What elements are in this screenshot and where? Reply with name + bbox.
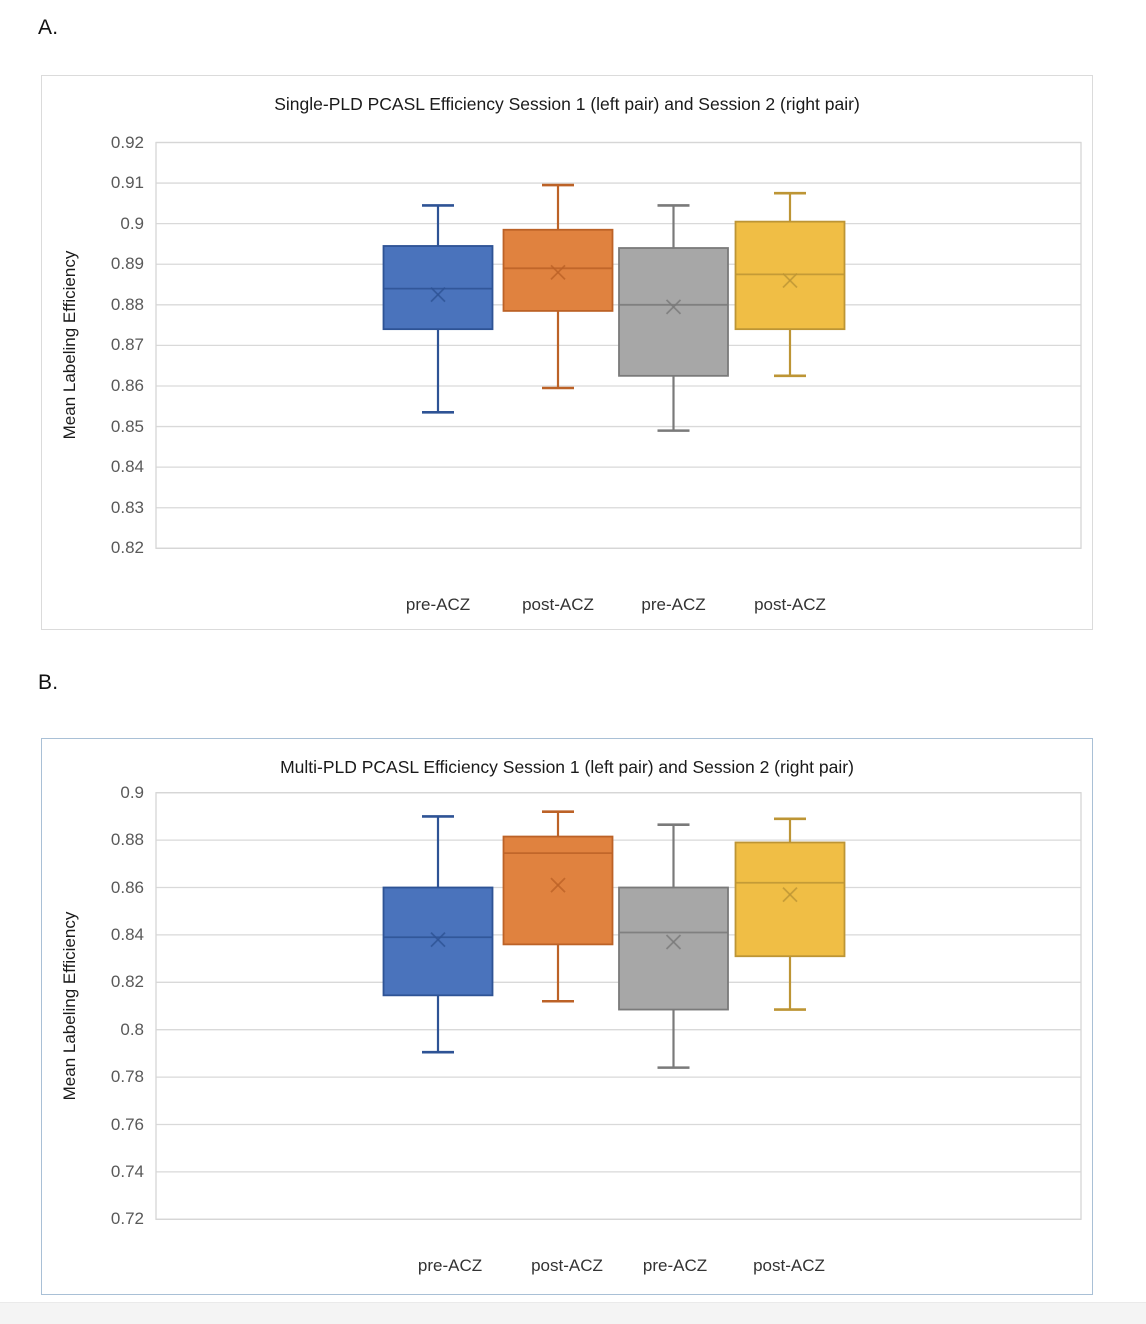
mean-marker xyxy=(430,287,446,303)
y-tick-label: 0.89 xyxy=(110,254,144,274)
box-gray xyxy=(618,886,729,1011)
panel-label-a: A. xyxy=(38,16,59,39)
y-tick-label: 0.78 xyxy=(110,1067,144,1087)
box-blue xyxy=(382,886,494,997)
x-category-label: pre-ACZ xyxy=(405,595,471,614)
plot-area-border xyxy=(155,792,1082,1220)
chart-panel-b: Multi-PLD PCASL Efficiency Session 1 (le… xyxy=(41,738,1093,1295)
box-plot-b xyxy=(155,792,1082,1220)
box-plot-a xyxy=(155,141,1082,549)
y-tick-label: 0.72 xyxy=(110,1209,144,1229)
y-tick-label: 0.87 xyxy=(110,335,144,355)
y-tick-label: 0.9 xyxy=(120,782,144,802)
mean-marker xyxy=(665,934,682,950)
chart-panel-a: Single-PLD PCASL Efficiency Session 1 (l… xyxy=(41,75,1093,630)
y-tick-label: 0.88 xyxy=(110,830,144,850)
box-blue xyxy=(382,245,494,331)
x-category-label: pre-ACZ xyxy=(417,1256,483,1275)
y-tick-label: 0.82 xyxy=(110,538,144,558)
x-category-label: post-ACZ xyxy=(753,1256,825,1275)
mean-marker xyxy=(550,877,566,893)
mean-marker xyxy=(782,886,798,903)
panel-label-b: B. xyxy=(38,671,59,694)
mean-marker xyxy=(550,264,566,280)
mean-marker xyxy=(782,272,798,289)
y-tick-label: 0.74 xyxy=(110,1161,144,1181)
box-yellow xyxy=(734,841,846,958)
y-tick-label: 0.86 xyxy=(110,375,144,395)
y-tick-label: 0.83 xyxy=(110,497,144,517)
y-tick-label: 0.9 xyxy=(120,213,144,233)
mean-marker xyxy=(665,299,682,315)
box-orange xyxy=(502,228,614,312)
y-tick-label: 0.82 xyxy=(110,972,144,992)
y-tick-label: 0.92 xyxy=(110,132,144,152)
y-tick-label: 0.76 xyxy=(110,1114,144,1134)
x-category-label: post-ACZ xyxy=(754,595,826,614)
y-tick-label: 0.85 xyxy=(110,416,144,436)
y-tick-label: 0.84 xyxy=(110,457,144,477)
bottom-strip xyxy=(0,1302,1146,1324)
y-tick-label: 0.91 xyxy=(110,173,144,193)
y-tick-label: 0.8 xyxy=(120,1019,144,1039)
x-category-label: pre-ACZ xyxy=(642,1256,708,1275)
y-tick-label: 0.86 xyxy=(110,877,144,897)
x-category-label: post-ACZ xyxy=(531,1256,603,1275)
chart-title-a: Single-PLD PCASL Efficiency Session 1 (l… xyxy=(274,94,860,114)
plot-area-border xyxy=(155,141,1082,549)
x-category-label: post-ACZ xyxy=(522,595,594,614)
x-category-label: pre-ACZ xyxy=(641,595,706,614)
chart-title-b: Multi-PLD PCASL Efficiency Session 1 (le… xyxy=(280,757,854,777)
box-gray xyxy=(618,247,729,377)
y-tick-label: 0.88 xyxy=(110,294,144,314)
box-orange xyxy=(502,835,614,946)
y-tick-label: 0.84 xyxy=(110,924,144,944)
mean-marker xyxy=(430,932,446,948)
box-yellow xyxy=(734,220,846,331)
